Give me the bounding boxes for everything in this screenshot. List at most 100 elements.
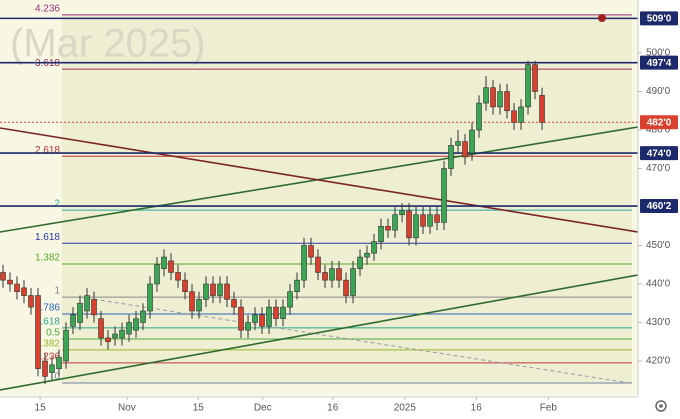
candle-body [539,95,545,123]
fib-label: 0 [54,372,60,383]
candle-body [14,283,20,293]
candle-body [266,306,272,327]
fib-label: 1.618 [35,232,60,243]
candle-body [434,214,440,223]
y-tick-label: 480'0 [646,125,671,136]
candle-body [182,279,188,293]
candle-body [329,268,335,281]
fib-label: 2 [54,199,60,210]
candle-body [315,256,321,273]
fib-label: 1 [54,286,60,297]
y-tick-label: 430'0 [646,317,671,328]
candle-body [413,214,419,239]
y-tick-label: 490'0 [646,86,671,97]
candle-body [28,295,34,308]
candle-body [77,302,83,323]
candle-body [21,287,27,296]
candle-body [126,322,132,335]
candle-body [427,214,433,227]
candle-body [322,272,328,281]
price-label: 482'0 [647,117,672,128]
x-tick-label: 15 [193,403,205,414]
price-label-box [640,115,678,130]
candle-body [224,283,230,300]
candle-body [301,245,307,281]
candle-body [245,322,251,331]
candle-body [7,279,13,285]
candle-body [343,279,349,296]
trend-line [0,127,639,233]
candle-body [350,268,356,296]
candle-body [252,314,258,323]
x-tick-label: 2025 [394,403,417,414]
candle-body [504,91,510,112]
trend-line [0,274,639,391]
candle-body [49,364,55,373]
fib-label: 1.382 [35,253,60,264]
candle-body [42,360,48,377]
candle-body [406,210,412,239]
price-label-box [640,55,678,70]
x-tick-label: 16 [471,403,483,414]
candle-body [140,310,146,323]
candle-body [168,260,174,273]
candle-body [147,283,153,312]
y-tick-label: 440'0 [646,279,671,290]
y-tick-label: 500'0 [646,48,671,59]
y-tick-label: 420'0 [646,356,671,367]
candle-body [336,268,342,281]
x-tick-label: 15 [35,403,47,414]
candle-body [497,91,503,108]
candle-body [189,291,195,312]
candle-body [441,168,447,223]
candle-body [287,291,293,308]
y-tick-label: 450'0 [646,240,671,251]
price-label-box [640,146,678,161]
candle-body [371,241,377,254]
fib-label: 0.786 [35,303,60,314]
candle-body [518,106,524,123]
fib-label: 2.618 [35,145,60,156]
candle-body [84,295,90,312]
y-tick-label: 470'0 [646,163,671,174]
trend-line [79,296,631,384]
settings-icon[interactable] [655,400,667,412]
price-label-box [640,199,678,214]
price-label: 460'2 [647,201,672,212]
price-label: 474'0 [647,148,672,159]
candle-body [63,329,69,362]
candle-body [273,306,279,319]
candle-body [91,299,97,316]
price-label-box [640,11,678,26]
price-label: 509'0 [647,14,672,25]
fib-label: 0.5 [46,328,60,339]
candle-body [0,272,6,281]
candle-body [455,141,461,146]
candle-body [294,279,300,293]
x-tick-label: Nov [118,403,136,414]
candle-body [210,283,216,296]
candle-body [420,214,426,227]
fib-label: 0.618 [35,317,60,328]
x-tick-label: 16 [327,403,339,414]
candle-body [203,283,209,300]
candle-body [175,272,181,281]
candle-body [378,225,384,242]
candle-body [217,283,223,296]
candle-body [357,256,363,269]
candle-body [469,129,475,154]
candle-body [238,306,244,331]
candle-body [196,299,202,312]
candle-body [154,264,160,285]
candle-body [259,314,265,327]
candle-body [133,318,139,331]
candle-body [280,306,286,319]
alert-marker[interactable] [598,14,606,22]
candle-body [448,145,454,169]
fib-label: 4.236 [35,4,60,15]
candle-body [231,299,237,308]
candle-body [105,337,111,343]
candle-body [35,295,41,370]
candle-body [483,87,489,104]
